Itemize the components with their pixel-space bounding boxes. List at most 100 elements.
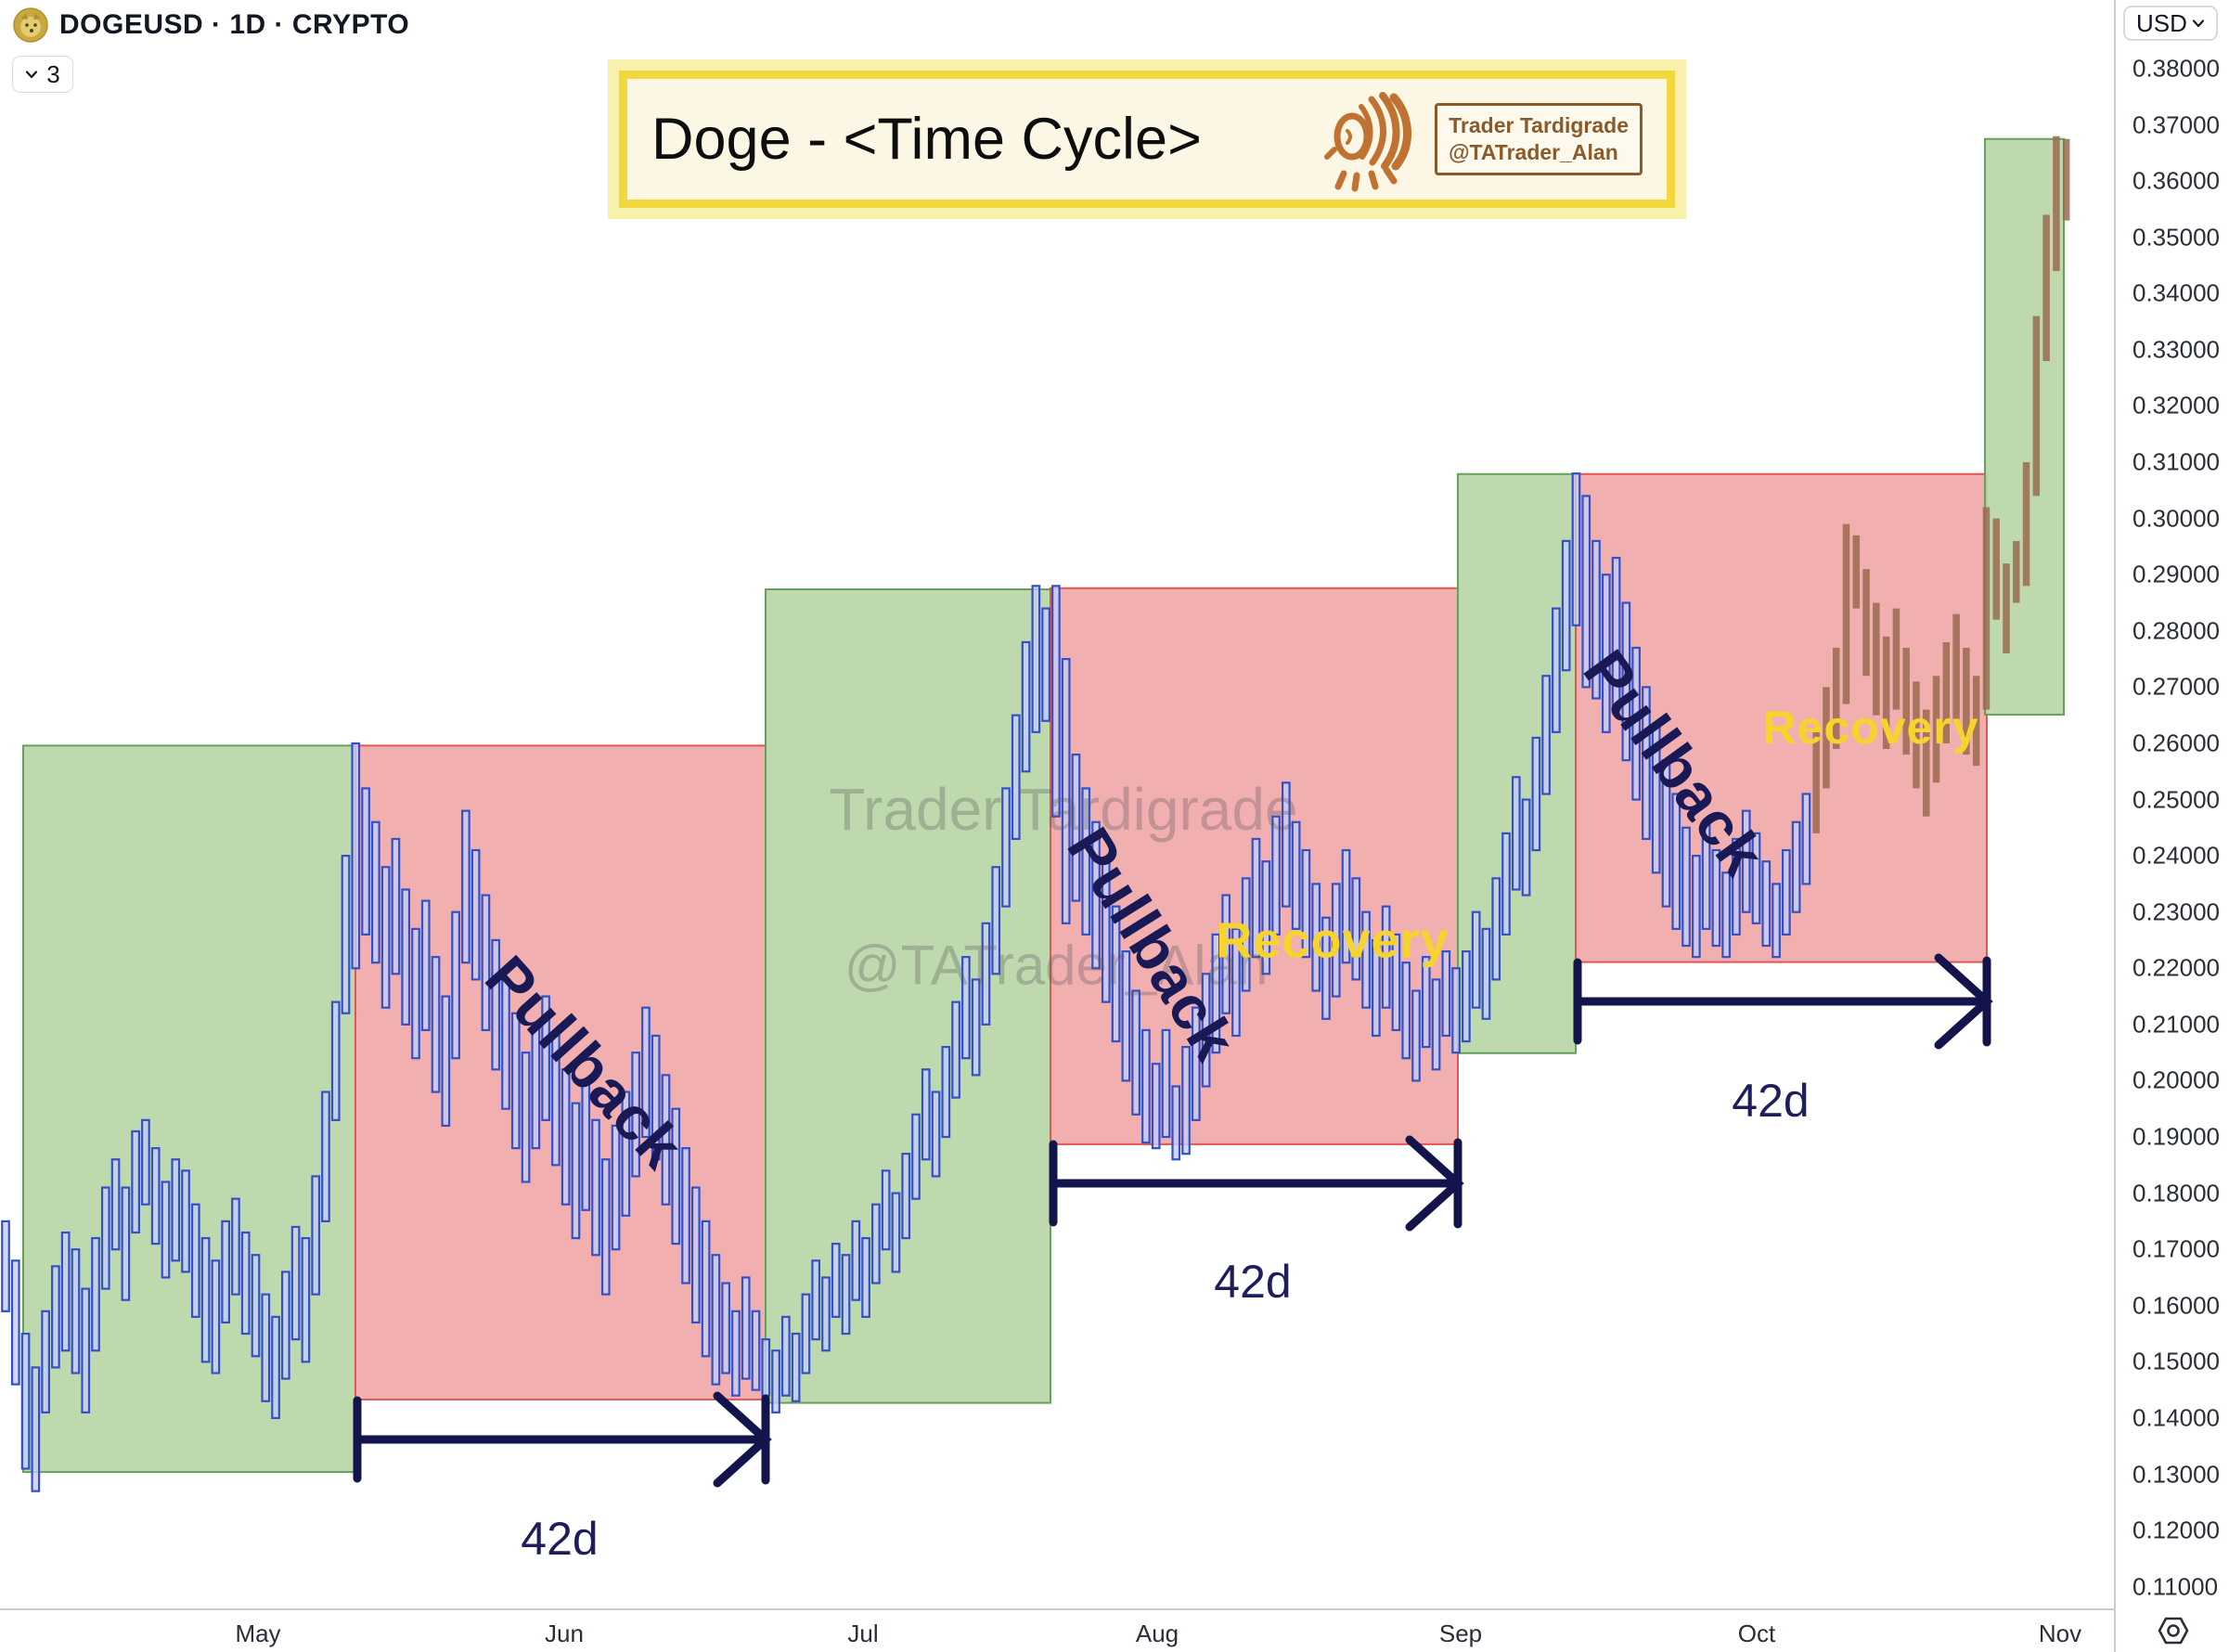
price-tick-label: 0.25000 bbox=[2132, 785, 2220, 814]
price-bar bbox=[1341, 848, 1351, 964]
price-bar bbox=[81, 1287, 91, 1413]
price-bar bbox=[301, 1236, 311, 1363]
duration-label[interactable]: 42d bbox=[1214, 1256, 1291, 1308]
price-tick-label: 0.22000 bbox=[2132, 953, 2220, 982]
price-bar bbox=[851, 1220, 861, 1301]
price-bar bbox=[931, 1091, 941, 1178]
recovery-label[interactable]: Recovery bbox=[1216, 912, 1449, 968]
price-tick-label: 0.34000 bbox=[2132, 278, 2220, 307]
price-bar bbox=[721, 1282, 731, 1375]
price-bar bbox=[1541, 675, 1551, 795]
price-bar bbox=[2053, 136, 2060, 272]
price-bar bbox=[1381, 905, 1391, 1009]
price-bar bbox=[171, 1158, 181, 1262]
title-banner[interactable]: Doge - <Time Cycle> Trader Tardigrade @T… bbox=[608, 59, 1686, 219]
price-bar bbox=[1431, 978, 1441, 1071]
price-bar bbox=[10, 1259, 20, 1386]
price-scale[interactable]: USD 0.38000 0.37000 0.36000 0.35000 0.34000 0… bbox=[2114, 0, 2229, 1608]
price-chart-canvas[interactable] bbox=[0, 0, 2114, 1608]
price-bar bbox=[121, 1186, 131, 1301]
month-tick-label: Nov bbox=[2038, 1620, 2082, 1647]
price-bar bbox=[1261, 860, 1271, 975]
price-tick-label: 0.20000 bbox=[2132, 1065, 2220, 1094]
price-bar bbox=[1491, 877, 1501, 981]
currency-dropdown[interactable]: USD bbox=[2123, 6, 2218, 41]
currency-label: USD bbox=[2136, 8, 2187, 37]
price-bar bbox=[1761, 860, 1772, 948]
price-bar bbox=[831, 1243, 841, 1318]
price-bar bbox=[1812, 731, 1820, 833]
duration-label[interactable]: 42d bbox=[1732, 1075, 1809, 1127]
scale-settings-corner[interactable] bbox=[2114, 1608, 2229, 1652]
price-bar bbox=[1372, 938, 1381, 1038]
price-bar bbox=[731, 1310, 741, 1397]
price-bar bbox=[211, 1259, 221, 1375]
price-bar bbox=[991, 866, 1001, 975]
price-bar bbox=[1291, 820, 1301, 930]
price-bar bbox=[251, 1254, 261, 1358]
price-bar bbox=[1391, 933, 1401, 1032]
price-bar bbox=[1031, 585, 1041, 733]
price-bar bbox=[891, 1192, 901, 1273]
price-bar bbox=[1221, 894, 1231, 1014]
price-tick-label: 0.13000 bbox=[2132, 1460, 2220, 1488]
time-scale[interactable]: May Jun Jul Aug Sep Oct Nov bbox=[0, 1608, 2229, 1652]
price-bar bbox=[481, 894, 491, 1032]
price-bar bbox=[921, 1068, 931, 1161]
price-bar bbox=[780, 1315, 791, 1397]
price-tick-label: 0.23000 bbox=[2132, 897, 2220, 926]
price-bar bbox=[271, 1315, 280, 1420]
pullback-label[interactable]: Pullback bbox=[1570, 638, 1778, 888]
price-bar bbox=[491, 938, 501, 1071]
price-bar bbox=[611, 1124, 621, 1251]
price-bar bbox=[141, 1118, 150, 1206]
pullback-label[interactable]: Pullback bbox=[472, 943, 697, 1181]
price-bar bbox=[311, 1175, 321, 1296]
duration-label[interactable]: 42d bbox=[521, 1513, 598, 1565]
price-bar bbox=[1631, 646, 1641, 801]
price-bar bbox=[1071, 753, 1081, 902]
price-bar bbox=[1281, 781, 1291, 908]
duration-arrow[interactable] bbox=[353, 1391, 772, 1488]
price-bar bbox=[1441, 950, 1451, 1038]
price-bar bbox=[231, 1197, 240, 1296]
price-bar bbox=[1181, 1045, 1191, 1155]
indicators-collapse-button[interactable]: 3 bbox=[12, 56, 73, 93]
recovery-label[interactable]: Recovery bbox=[1762, 702, 1978, 754]
author-badge-handle: @TATrader_Alan bbox=[1449, 140, 1618, 164]
price-bar bbox=[1952, 613, 1960, 721]
price-tick-label: 0.15000 bbox=[2132, 1347, 2220, 1375]
price-tick-label: 0.12000 bbox=[2132, 1516, 2220, 1544]
price-bar bbox=[1521, 798, 1531, 897]
price-bar bbox=[741, 1276, 751, 1380]
price-bar bbox=[1591, 539, 1601, 700]
price-bar bbox=[100, 1186, 110, 1290]
dogecoin-icon bbox=[13, 7, 48, 43]
price-bar bbox=[901, 1153, 911, 1240]
price-bar bbox=[2003, 563, 2010, 654]
duration-arrow[interactable] bbox=[1049, 1135, 1464, 1232]
price-bar bbox=[20, 1332, 31, 1470]
chevron-down-icon bbox=[26, 71, 38, 79]
price-bar bbox=[1862, 569, 1870, 677]
price-bar bbox=[1421, 956, 1431, 1049]
price-bar bbox=[1161, 1028, 1171, 1139]
symbol-header[interactable]: DOGEUSD · 1D · CRYPTO bbox=[13, 7, 409, 43]
price-bar bbox=[631, 1052, 640, 1178]
price-bar bbox=[341, 855, 351, 1014]
price-bar bbox=[1131, 989, 1140, 1116]
price-bar bbox=[1081, 787, 1091, 936]
price-tick-label: 0.26000 bbox=[2132, 729, 2220, 757]
price-bar bbox=[1902, 647, 1910, 755]
price-bar bbox=[110, 1158, 121, 1251]
price-bar bbox=[1241, 877, 1251, 992]
price-bar bbox=[2022, 462, 2030, 587]
price-tick-label: 0.16000 bbox=[2132, 1291, 2220, 1320]
price-bar bbox=[1561, 539, 1571, 672]
duration-arrow[interactable] bbox=[1573, 953, 1993, 1050]
price-bar bbox=[1041, 607, 1050, 722]
price-bar bbox=[451, 910, 460, 1060]
price-bar bbox=[1351, 877, 1361, 981]
price-bar bbox=[2042, 214, 2050, 362]
